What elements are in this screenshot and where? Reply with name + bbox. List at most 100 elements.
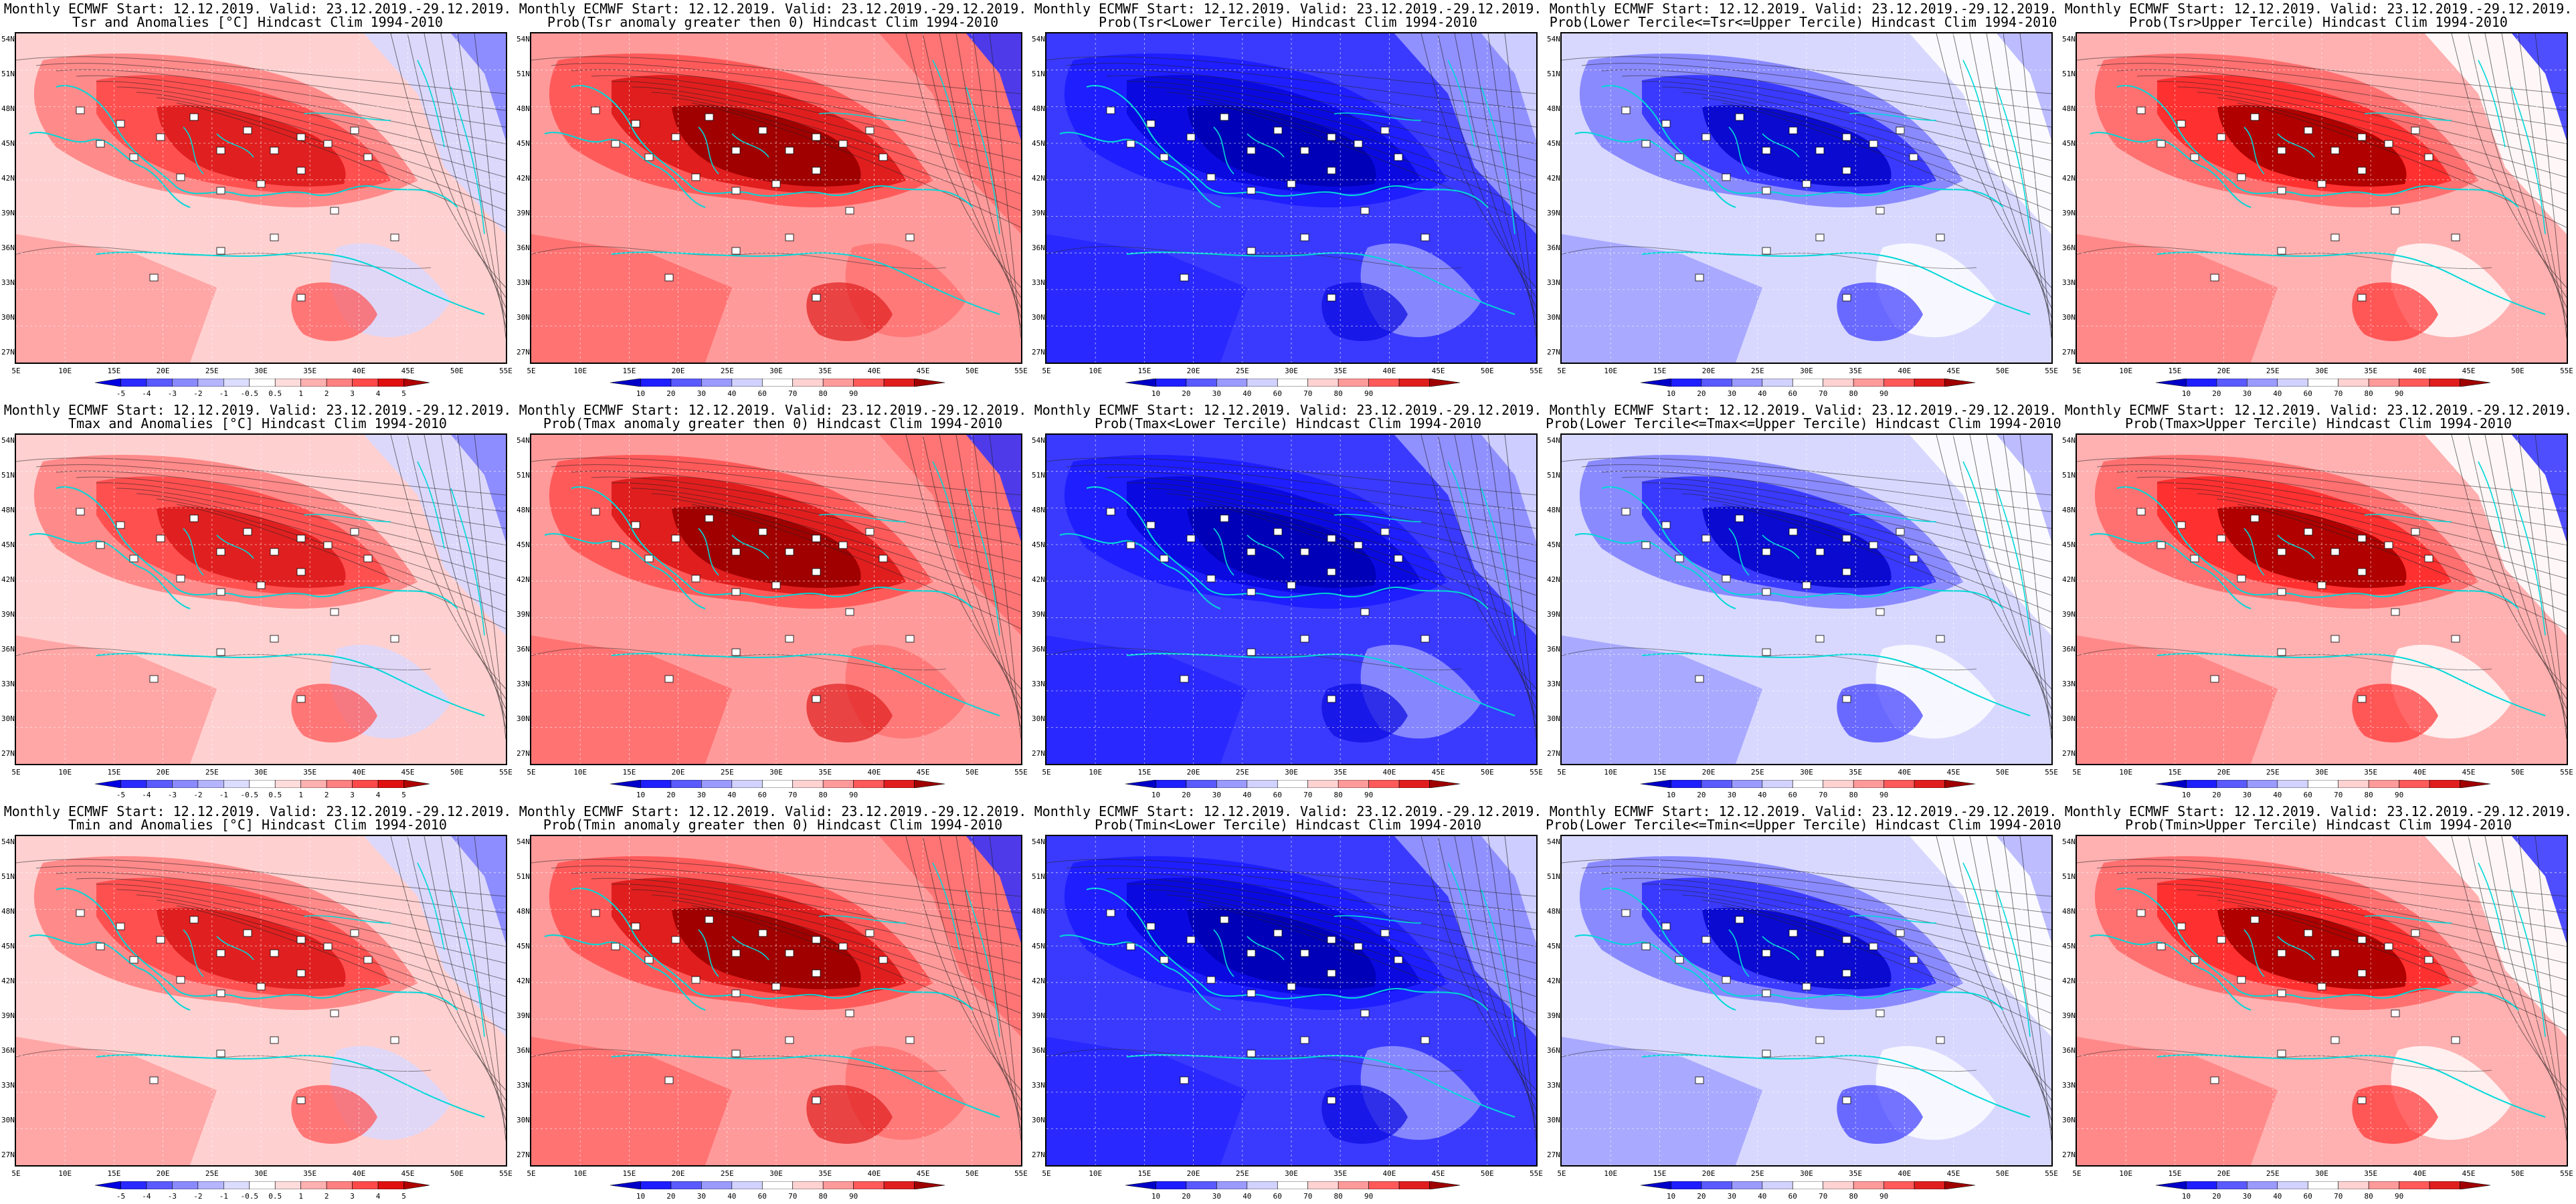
longitude-label: 25E	[205, 1169, 219, 1178]
panel-title-line2: Prob(Tmin<Lower Tercile) Hindcast Clim 1…	[1095, 817, 1481, 833]
colorbar-tick-label: -5	[116, 389, 126, 398]
colorbar-tick-label: 60	[1788, 1192, 1797, 1201]
longitude-label: 45E	[401, 768, 415, 777]
latitude-label: 45N	[2062, 942, 2076, 950]
forecast-map	[15, 835, 507, 1167]
longitude-label: 40E	[1382, 367, 1396, 375]
longitude-label: 45E	[2462, 1169, 2476, 1178]
latitude-label: 51N	[1032, 471, 1045, 480]
longitude-label: 25E	[1750, 768, 1764, 777]
colorbar-tick-label: 1	[298, 791, 303, 799]
map-field	[1562, 33, 2051, 363]
latitude-label: 30N	[517, 313, 530, 322]
longitude-label: 55E	[1014, 768, 1028, 777]
longitude-label: 10E	[573, 367, 587, 375]
colorbar-tick-label: 2	[324, 389, 329, 398]
longitude-label: 30E	[254, 367, 268, 375]
colorbar-tick-label: 30	[697, 791, 706, 799]
latitude-label: 33N	[517, 680, 530, 688]
latitude-label: 36N	[1032, 1046, 1045, 1055]
colorbar	[2155, 780, 2491, 788]
latitude-label: 39N	[1, 1011, 15, 1020]
latitude-label: 45N	[1, 540, 15, 549]
map-panel: Monthly ECMWF Start: 12.12.2019. Valid: …	[2061, 803, 2576, 1204]
longitude-label: 55E	[499, 768, 513, 777]
colorbar-tick-label: 70	[2334, 389, 2343, 398]
colorbar-tick-label: 90	[1879, 1192, 1889, 1201]
colorbar-tick-label: 60	[1273, 1192, 1282, 1201]
colorbar-tick-label: 40	[1243, 1192, 1252, 1201]
panel-title-line1: Monthly ECMWF Start: 12.12.2019. Valid: …	[2064, 402, 2573, 418]
colorbar-tick-label: 90	[1364, 1192, 1374, 1201]
colorbar-tick-label: 80	[818, 791, 828, 799]
latitude-label: 33N	[517, 278, 530, 287]
longitude-label: 40E	[2413, 367, 2427, 375]
panel-title-line2: Prob(Tsr anomaly greater then 0) Hindcas…	[547, 14, 999, 30]
latitude-label: 27N	[517, 749, 530, 758]
longitude-label: 20E	[1701, 367, 1716, 375]
panel-title-line2: Prob(Tsr<Lower Tercile) Hindcast Clim 19…	[1099, 14, 1477, 30]
forecast-map	[2076, 32, 2568, 364]
panel-title-line1: Monthly ECMWF Start: 12.12.2019. Valid: …	[2064, 803, 2573, 819]
latitude-label: 36N	[2062, 645, 2076, 654]
longitude-label: 5E	[11, 768, 21, 777]
latitude-label: 39N	[2062, 1011, 2076, 1020]
colorbar-tick-label: 10	[636, 389, 646, 398]
longitude-label: 15E	[107, 367, 121, 375]
latitude-label: 39N	[1, 209, 15, 217]
colorbar-tick-label: 0.5	[268, 389, 282, 398]
colorbar-tick-label: 60	[757, 791, 767, 799]
colorbar-tick-label: 10	[1666, 791, 1676, 799]
colorbar-tick-label: 70	[2334, 1192, 2343, 1201]
colorbar-tick-label: 30	[2242, 791, 2251, 799]
colorbar-ticks: 10 20 30 40 60 70 80 90	[1641, 1192, 1975, 1201]
longitude-label: 45E	[1431, 1169, 1445, 1178]
latitude-label: 51N	[517, 471, 530, 480]
colorbar	[94, 780, 430, 788]
latitude-label: 39N	[1547, 209, 1560, 217]
colorbar-tick-label: 80	[818, 389, 828, 398]
longitude-label: 50E	[2510, 768, 2524, 777]
longitude-label: 45E	[916, 367, 930, 375]
colorbar-tick-label: 4	[375, 791, 381, 799]
latitude-label: 36N	[517, 645, 530, 654]
longitude-label: 40E	[352, 768, 366, 777]
map-panel: Monthly ECMWF Start: 12.12.2019. Valid: …	[1030, 0, 1546, 401]
colorbar-tick-label: 60	[1273, 389, 1282, 398]
latitude-label: 48N	[1, 506, 15, 514]
colorbar-tick-label: 70	[1303, 389, 1313, 398]
longitude-label: 35E	[303, 367, 317, 375]
colorbar-tick-label: 4	[375, 389, 381, 398]
latitude-label: 27N	[1547, 1150, 1560, 1159]
colorbar-tick-label: 20	[2212, 791, 2221, 799]
longitude-label: 40E	[1382, 768, 1396, 777]
colorbar-tick-label: -4	[142, 1192, 151, 1201]
latitude-label: 54N	[2062, 436, 2076, 445]
latitude-label: 33N	[1032, 278, 1045, 287]
latitude-label: 27N	[517, 1150, 530, 1159]
latitude-label: 48N	[517, 907, 530, 916]
colorbar-tick-label: 40	[727, 791, 737, 799]
colorbar-tick-label: 30	[2242, 1192, 2251, 1201]
map-field	[1046, 435, 1536, 764]
colorbar-tick-label: 3	[350, 389, 355, 398]
longitude-label: 10E	[2119, 367, 2133, 375]
longitude-label: 20E	[671, 1169, 685, 1178]
longitude-label: 15E	[1653, 1169, 1667, 1178]
latitude-label: 54N	[2062, 837, 2076, 846]
latitude-label: 48N	[517, 104, 530, 113]
forecast-map	[15, 32, 507, 364]
longitude-label: 35E	[1849, 768, 1863, 777]
colorbar-tick-label: 2	[324, 791, 329, 799]
latitude-label: 42N	[1, 174, 15, 183]
latitude-label: 36N	[1, 1046, 15, 1055]
longitude-label: 30E	[1800, 1169, 1813, 1178]
colorbar-tick-label: -1	[219, 389, 228, 398]
latitude-label: 39N	[1032, 209, 1045, 217]
colorbar-tick-label: -3	[167, 389, 177, 398]
latitude-label: 48N	[1547, 907, 1560, 916]
colorbar-tick-label: 90	[849, 1192, 858, 1201]
longitude-label: 35E	[303, 1169, 317, 1178]
latitude-label: 45N	[2062, 540, 2076, 549]
panel-title-line1: Monthly ECMWF Start: 12.12.2019. Valid: …	[3, 803, 512, 819]
